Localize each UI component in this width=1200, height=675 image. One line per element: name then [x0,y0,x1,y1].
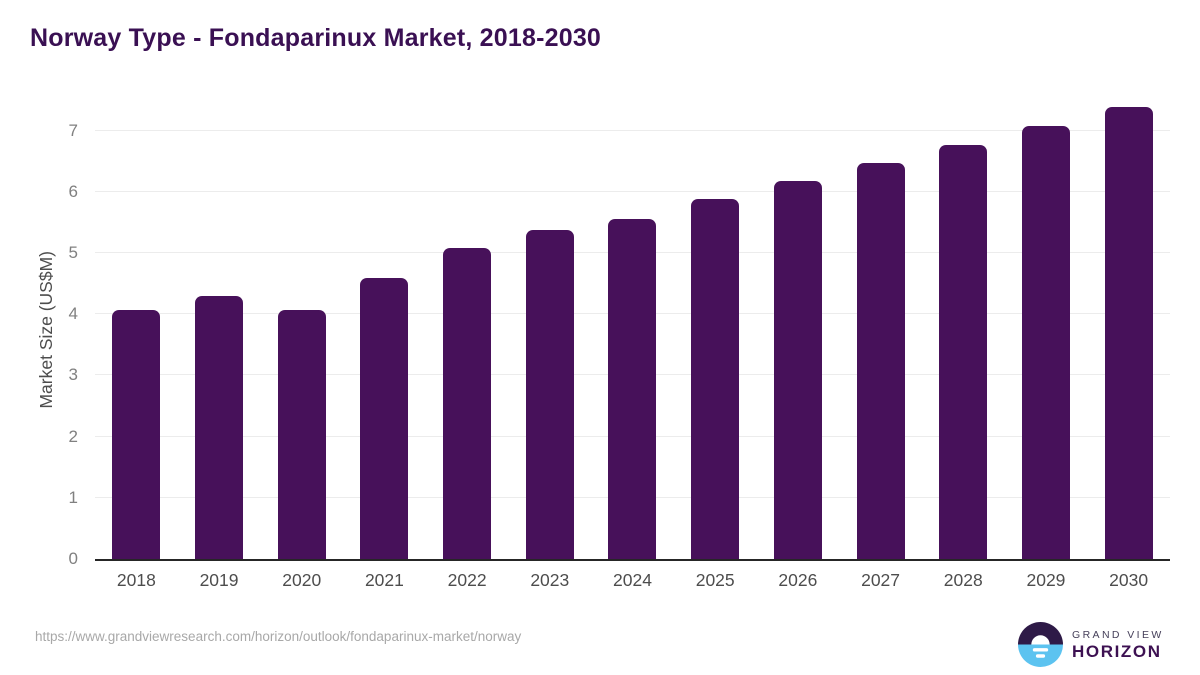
bar-column-2020 [260,100,343,559]
y-tick-label-7: 7 [68,120,78,140]
x-label-2020: 2020 [282,570,322,590]
bar-2028 [939,144,988,559]
gridline-6 [95,190,1170,192]
bar-column-2022 [426,100,509,559]
y-tick-label-4: 4 [68,304,78,324]
x-label-2021: 2021 [364,570,404,590]
bar-2023 [525,229,574,559]
brand-name-bottom: HORIZON [1072,642,1162,661]
y-tick-label-5: 5 [68,243,78,262]
y-tick-label-3: 3 [68,365,78,385]
grand-view-horizon-logo: GRAND VIEW HORIZON [1018,622,1164,667]
bar-2029 [1021,125,1070,559]
bar-2020 [277,309,326,559]
gridline-7 [95,129,1170,131]
x-label-2022: 2022 [447,570,487,590]
bar-2021 [360,278,409,559]
x-label-2027: 2027 [861,570,901,590]
bar-column-2030 [1087,100,1170,559]
logo-text: GRAND VIEW HORIZON [1072,628,1164,661]
horizon-sun-icon [1018,622,1063,667]
bar-column-2026 [757,100,840,559]
bar-column-2029 [1005,100,1088,559]
x-label-2023: 2023 [530,570,570,590]
bar-column-2025 [674,100,757,559]
x-label-2025: 2025 [695,570,735,590]
bar-2025 [691,199,740,559]
source-url: https://www.grandviewresearch.com/horizo… [35,629,522,644]
x-label-2026: 2026 [778,570,818,590]
bar-column-2019 [178,100,261,559]
bar-column-2024 [591,100,674,559]
x-label-2030: 2030 [1109,570,1149,590]
bar-2022 [443,247,492,559]
plot-area [95,100,1170,561]
x-label-2019: 2019 [199,570,239,590]
bar-2030 [1104,106,1153,559]
bar-2019 [195,296,244,559]
bar-2018 [112,309,161,559]
x-label-2024: 2024 [613,570,652,590]
bar-column-2018 [95,100,178,559]
bar-2026 [773,181,822,559]
y-tick-label-2: 2 [68,426,78,446]
x-label-2029: 2029 [1026,570,1066,590]
bar-column-2021 [343,100,426,559]
bar-column-2027 [839,100,922,559]
brand-name-top: GRAND VIEW [1072,629,1164,641]
x-label-2028: 2028 [943,570,983,590]
y-tick-label-0: 0 [68,549,78,568]
y-tick-label-6: 6 [68,181,78,201]
bar-2027 [856,163,905,559]
bar-column-2028 [922,100,1005,559]
x-axis-labels: 2018 2019 2020 2021 2022 2023 2024 2025 2026 2027… [95,570,1170,594]
bar-2024 [608,218,657,559]
y-axis-ticks: 0 1 2 3 4 5 6 7 [42,100,78,568]
chart-title: Norway Type - Fondaparinux Market, 2018-… [30,24,602,52]
x-label-2018: 2018 [116,570,156,590]
y-tick-label-1: 1 [68,487,78,507]
bar-column-2023 [508,100,591,559]
